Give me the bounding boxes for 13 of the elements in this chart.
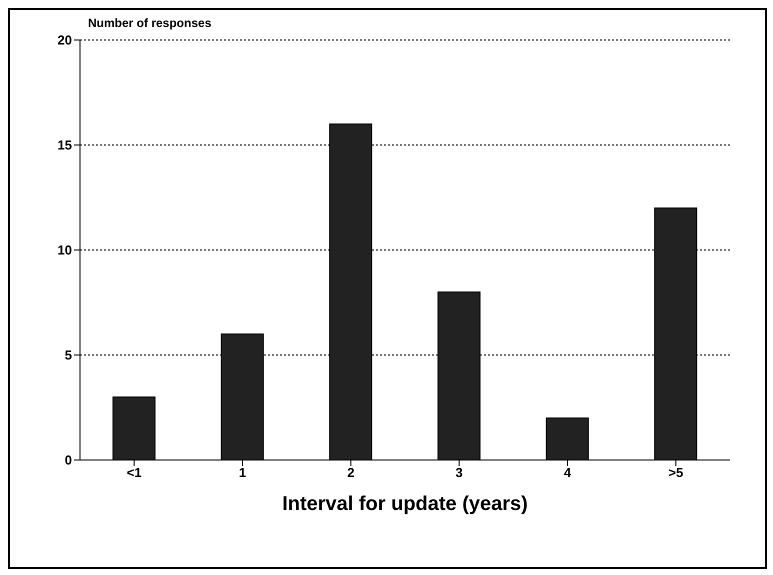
y-tick-label: 10 <box>58 242 72 258</box>
x-tick-label: >5 <box>668 465 684 480</box>
y-axis-title: Number of responses <box>88 16 212 30</box>
x-tick-label: 3 <box>456 465 463 480</box>
y-tick-label: 0 <box>64 452 72 468</box>
y-tick-label: 15 <box>58 138 72 153</box>
x-tick-label: 2 <box>347 465 354 480</box>
y-tick-label: 20 <box>58 32 72 48</box>
x-tick-label: 1 <box>238 465 246 480</box>
x-tick-label: <1 <box>126 465 142 480</box>
x-axis-title: Interval for update (years) <box>282 493 528 515</box>
y-tick-label: 5 <box>64 348 72 363</box>
x-tick-label: 4 <box>564 465 572 480</box>
